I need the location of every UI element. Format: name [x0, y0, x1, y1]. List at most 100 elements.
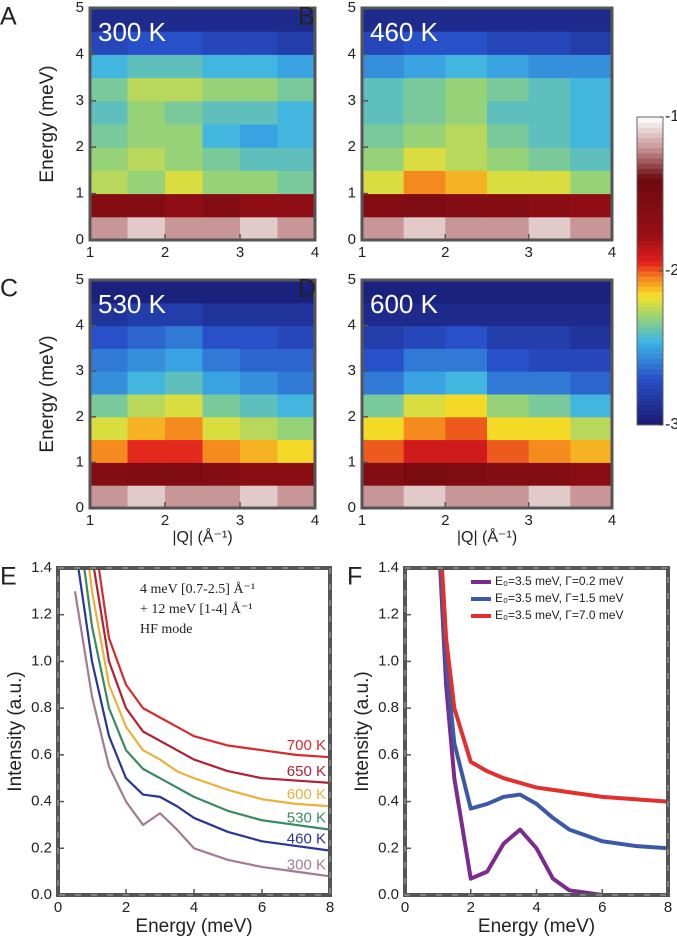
heat-cell [202, 485, 241, 509]
heat-cell [90, 8, 128, 32]
y-tick-label: 1 [348, 453, 356, 470]
x-axis-label: |Q| (Å⁻¹) [457, 527, 517, 546]
heat-cell [528, 77, 571, 102]
x-tick-label: 4 [608, 244, 616, 261]
heat-cell [570, 216, 613, 241]
heat-cell [127, 8, 166, 32]
colorbar-strip [637, 250, 663, 257]
heat-cell [240, 348, 278, 372]
heat-cell [403, 280, 446, 304]
colorbar-strip [637, 265, 663, 272]
series-line [439, 568, 668, 804]
heat-cell [277, 280, 316, 304]
colorbar-strip [637, 235, 663, 241]
heat-cell [570, 462, 613, 486]
y-tick-label: 0 [76, 499, 84, 516]
heat-cell [362, 302, 405, 327]
x-tick-label: 2 [441, 512, 449, 529]
colorbar-strip [637, 368, 663, 375]
heat-cell [528, 193, 571, 218]
colorbar-strip [637, 394, 663, 400]
x-axis-label: |Q| (Å⁻¹) [172, 527, 232, 546]
x-tick-label: 4 [532, 899, 540, 916]
heat-cell [362, 485, 405, 509]
colorbar-strip [637, 188, 663, 195]
x-tick-label: 6 [258, 899, 266, 916]
colorbar-strip [637, 219, 663, 226]
y-tick-label: 5 [348, 271, 356, 288]
heat-cell [445, 325, 488, 349]
heat-cell [528, 100, 571, 125]
colorbar-strip [637, 404, 663, 411]
colorbar-strip [637, 342, 663, 349]
colorbar-strip [637, 332, 663, 339]
heat-cell [277, 348, 316, 372]
heat-cell [127, 485, 166, 509]
heat-cell [127, 371, 166, 395]
y-tick-label: 1.4 [378, 559, 399, 576]
colorbar-strip [637, 337, 663, 344]
heat-cell [127, 394, 166, 418]
heat-cell [240, 302, 278, 327]
panel-letter: A [0, 3, 17, 31]
heat-cell [127, 280, 166, 304]
heat-cell [528, 348, 571, 372]
heat-cell [403, 462, 446, 486]
heat-cell [277, 439, 316, 463]
legend-label: E₀=3.5 meV, Γ=1.5 meV [495, 591, 624, 605]
heat-cell [277, 54, 316, 79]
heat-cell [487, 439, 530, 463]
heat-cell [165, 371, 203, 395]
y-tick-label: 0.0 [31, 886, 52, 903]
colorbar-tick-label: -2 [665, 262, 677, 279]
heat-cell [165, 77, 203, 102]
heat-cell [362, 348, 405, 372]
heat-cell [362, 8, 405, 32]
y-tick-label: 2 [76, 138, 84, 155]
heat-cell [362, 325, 405, 349]
y-axis-label: Energy (meV) [37, 65, 58, 182]
y-tick-label: 4 [348, 317, 356, 334]
plot-frame-dash [57, 567, 331, 896]
colorbar-strip [637, 291, 663, 298]
temperature-label: 300 K [98, 17, 167, 47]
panel-letter: C [0, 275, 18, 303]
colorbar-strip [637, 214, 663, 221]
heat-cell [487, 193, 530, 218]
heat-cell [240, 216, 278, 241]
heat-cell [240, 8, 278, 32]
heat-cell [90, 280, 128, 304]
heat-cell [127, 147, 166, 171]
heat-cell [487, 124, 530, 148]
heat-cell [165, 302, 203, 327]
heat-cell [277, 416, 316, 441]
y-axis-label: Energy (meV) [37, 335, 58, 452]
colorbar-strip [637, 173, 663, 180]
heat-cell [570, 77, 613, 102]
y-axis-label: Intensity (a.u.) [5, 671, 26, 791]
heat-cell [487, 485, 530, 509]
colorbar-tick-label: -3 [665, 416, 677, 433]
legend-label: E₀=3.5 meV, Γ=7.0 meV [495, 608, 624, 622]
heat-cell [570, 371, 613, 395]
heat-cell [165, 439, 203, 463]
colorbar-strip [637, 271, 663, 277]
colorbar-strip [637, 306, 663, 313]
heat-cell [487, 54, 530, 79]
y-tick-label: 4 [348, 45, 356, 62]
x-tick-label: 1 [86, 244, 94, 261]
annotation: HF mode [140, 622, 193, 637]
heat-cell [165, 394, 203, 418]
colorbar-strip [637, 296, 663, 303]
colorbar-strip [637, 152, 663, 159]
heat-cell [240, 394, 278, 418]
temperature-label: 460 K [370, 17, 439, 47]
heat-cell [445, 193, 488, 218]
heat-cell [528, 216, 571, 241]
heat-cell [202, 325, 241, 349]
colorbar-strip [637, 209, 663, 216]
heat-cell [240, 31, 278, 55]
heat-cell [445, 170, 488, 195]
heat-cell [127, 170, 166, 195]
